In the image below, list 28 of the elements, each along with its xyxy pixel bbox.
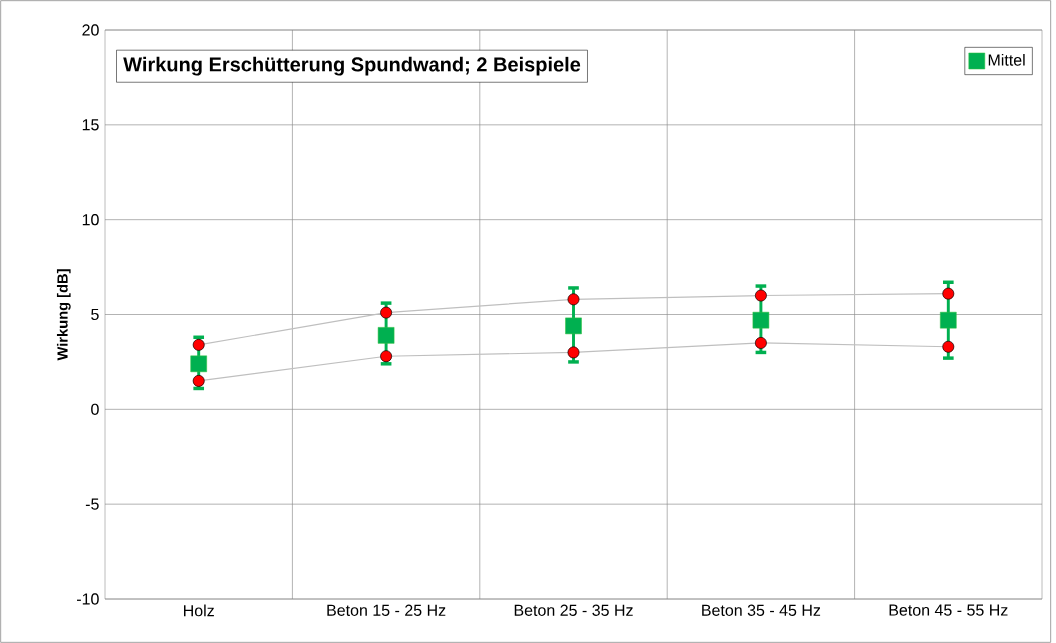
point — [567, 346, 580, 359]
y-axis-title: Wirkung [dB] — [56, 269, 71, 361]
point — [192, 374, 205, 387]
text: Wirkung Erschütterung Spundwand; 2 Beispiele — [123, 56, 581, 76]
y-tick-label: 20 — [82, 24, 99, 36]
point — [940, 311, 957, 329]
point — [380, 306, 393, 319]
y-tick-label: 15 — [82, 119, 99, 131]
point — [190, 355, 207, 373]
point — [377, 327, 395, 344]
point — [942, 340, 955, 353]
point — [754, 289, 767, 302]
y-tick-label: 0 — [91, 403, 99, 415]
point — [567, 293, 580, 306]
y-tick-label: -5 — [85, 498, 99, 510]
point — [942, 287, 955, 300]
y-tick-label: -10 — [76, 593, 99, 605]
x-tick-label: Beton 35 - 45 Hz — [702, 604, 821, 616]
point — [752, 311, 770, 329]
legend-label: Mittel — [988, 54, 1025, 66]
x-tick-label: Holz — [184, 604, 214, 617]
x-tick-label: Beton 25 - 35 Hz — [514, 604, 633, 616]
y-tick-label: 10 — [82, 214, 99, 226]
y-tick-label: 5 — [91, 308, 99, 321]
point — [565, 317, 582, 335]
x-tick-label: Beton 15 - 25 Hz — [327, 604, 446, 616]
x-tick-label: Beton 45 - 55 Hz — [889, 604, 1008, 616]
point — [754, 337, 767, 349]
